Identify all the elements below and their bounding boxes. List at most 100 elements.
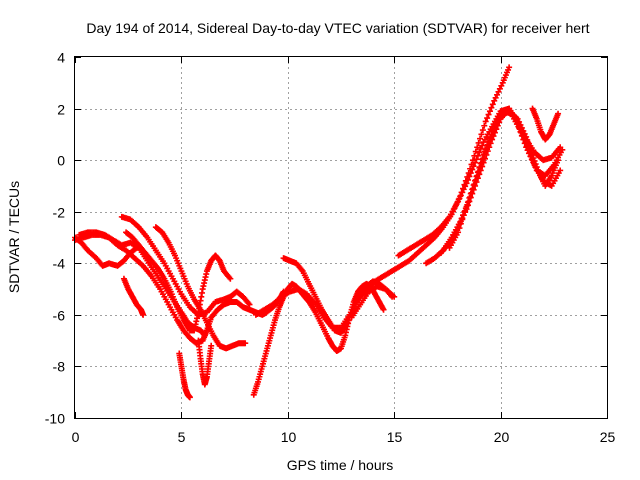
data-point xyxy=(496,119,503,126)
plot-frame xyxy=(74,56,608,419)
series-3 xyxy=(76,229,208,339)
data-point xyxy=(498,82,505,89)
data-point xyxy=(460,186,467,193)
data-point xyxy=(527,153,534,160)
data-point xyxy=(482,118,489,125)
series-5 xyxy=(123,229,234,334)
data-point xyxy=(486,144,493,151)
data-point xyxy=(517,121,524,128)
data-point xyxy=(474,175,481,182)
data-point xyxy=(528,156,535,163)
data-point xyxy=(479,127,486,134)
data-point xyxy=(466,198,473,205)
data-point xyxy=(494,91,501,98)
series-9 xyxy=(195,337,215,388)
series-4 xyxy=(118,213,253,318)
data-point xyxy=(487,140,494,147)
data-point xyxy=(456,195,463,202)
data-point xyxy=(491,97,498,104)
data-point xyxy=(477,167,484,174)
data-point xyxy=(518,132,525,139)
y-tick-label: 0 xyxy=(57,153,65,169)
data-point xyxy=(186,394,193,401)
data-point xyxy=(459,215,466,222)
data-point xyxy=(491,129,498,136)
data-point xyxy=(526,142,533,149)
data-point xyxy=(455,198,462,205)
y-tick-label: -10 xyxy=(45,411,65,427)
data-point xyxy=(476,171,483,178)
data-point xyxy=(464,176,471,183)
data-point xyxy=(475,139,482,146)
data-point xyxy=(470,186,477,193)
data-point xyxy=(479,163,486,170)
data-point xyxy=(472,182,479,189)
data-point xyxy=(506,64,513,71)
data-point xyxy=(242,340,249,347)
series-8 xyxy=(176,350,193,401)
data-point xyxy=(463,180,470,187)
data-point xyxy=(455,224,462,231)
data-point xyxy=(473,156,480,163)
data-point xyxy=(463,206,470,213)
data-point xyxy=(494,122,501,129)
data-point xyxy=(473,179,480,186)
data-point xyxy=(467,170,474,177)
data-point xyxy=(140,311,147,318)
data-point xyxy=(457,218,464,225)
data-point xyxy=(516,124,523,131)
data-point xyxy=(481,122,488,129)
data-point xyxy=(476,149,483,156)
data-point xyxy=(492,94,499,101)
data-point xyxy=(391,293,398,300)
x-tick-label: 0 xyxy=(72,429,80,445)
data-point xyxy=(486,108,493,115)
data-point xyxy=(559,146,566,153)
data-point xyxy=(467,194,474,201)
data-point xyxy=(514,121,521,128)
data-point xyxy=(557,167,564,174)
data-marks xyxy=(72,64,566,401)
data-point xyxy=(472,148,479,155)
data-point xyxy=(525,150,532,157)
data-point xyxy=(462,183,469,190)
x-tick-label: 5 xyxy=(178,429,186,445)
data-point xyxy=(555,110,562,117)
series-18 xyxy=(348,283,398,321)
data-point xyxy=(456,221,463,228)
data-point xyxy=(493,126,500,133)
x-tick-label: 25 xyxy=(600,429,616,445)
data-point xyxy=(489,136,496,143)
series-12 xyxy=(252,64,513,331)
data-point xyxy=(484,115,491,122)
y-tick-label: 2 xyxy=(57,102,65,118)
series-16 xyxy=(438,105,564,256)
x-tick-label: 15 xyxy=(387,429,403,445)
data-point xyxy=(474,144,481,151)
data-point xyxy=(246,301,253,308)
y-tick-label: -6 xyxy=(53,308,66,324)
data-point xyxy=(530,159,537,166)
x-tick-label: 20 xyxy=(494,429,510,445)
data-point xyxy=(208,342,215,349)
data-point xyxy=(469,190,476,197)
data-point xyxy=(488,104,495,111)
data-point xyxy=(520,127,527,134)
chart-title: Day 194 of 2014, Sidereal Day-to-day VTE… xyxy=(86,20,589,36)
data-point xyxy=(460,212,467,219)
data-point xyxy=(483,151,490,158)
data-point xyxy=(380,306,387,313)
data-point xyxy=(521,140,528,147)
data-point xyxy=(469,166,476,173)
y-tick-label: -8 xyxy=(53,359,66,375)
data-point xyxy=(478,131,485,138)
y-tick-label: -2 xyxy=(53,205,66,221)
data-point xyxy=(459,189,466,196)
data-point xyxy=(462,209,469,216)
data-point xyxy=(523,144,530,151)
series-6 xyxy=(152,224,249,352)
data-point xyxy=(484,148,491,155)
data-point xyxy=(480,159,487,166)
data-point xyxy=(524,147,531,154)
